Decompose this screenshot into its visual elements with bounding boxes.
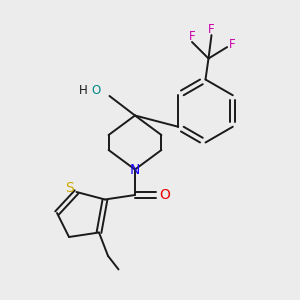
Text: O: O xyxy=(92,84,100,98)
Text: N: N xyxy=(130,163,140,176)
Text: S: S xyxy=(65,181,74,194)
Text: F: F xyxy=(189,30,195,43)
Text: F: F xyxy=(229,38,236,51)
Text: H: H xyxy=(79,84,88,98)
Text: O: O xyxy=(160,188,170,202)
Text: F: F xyxy=(208,23,215,36)
